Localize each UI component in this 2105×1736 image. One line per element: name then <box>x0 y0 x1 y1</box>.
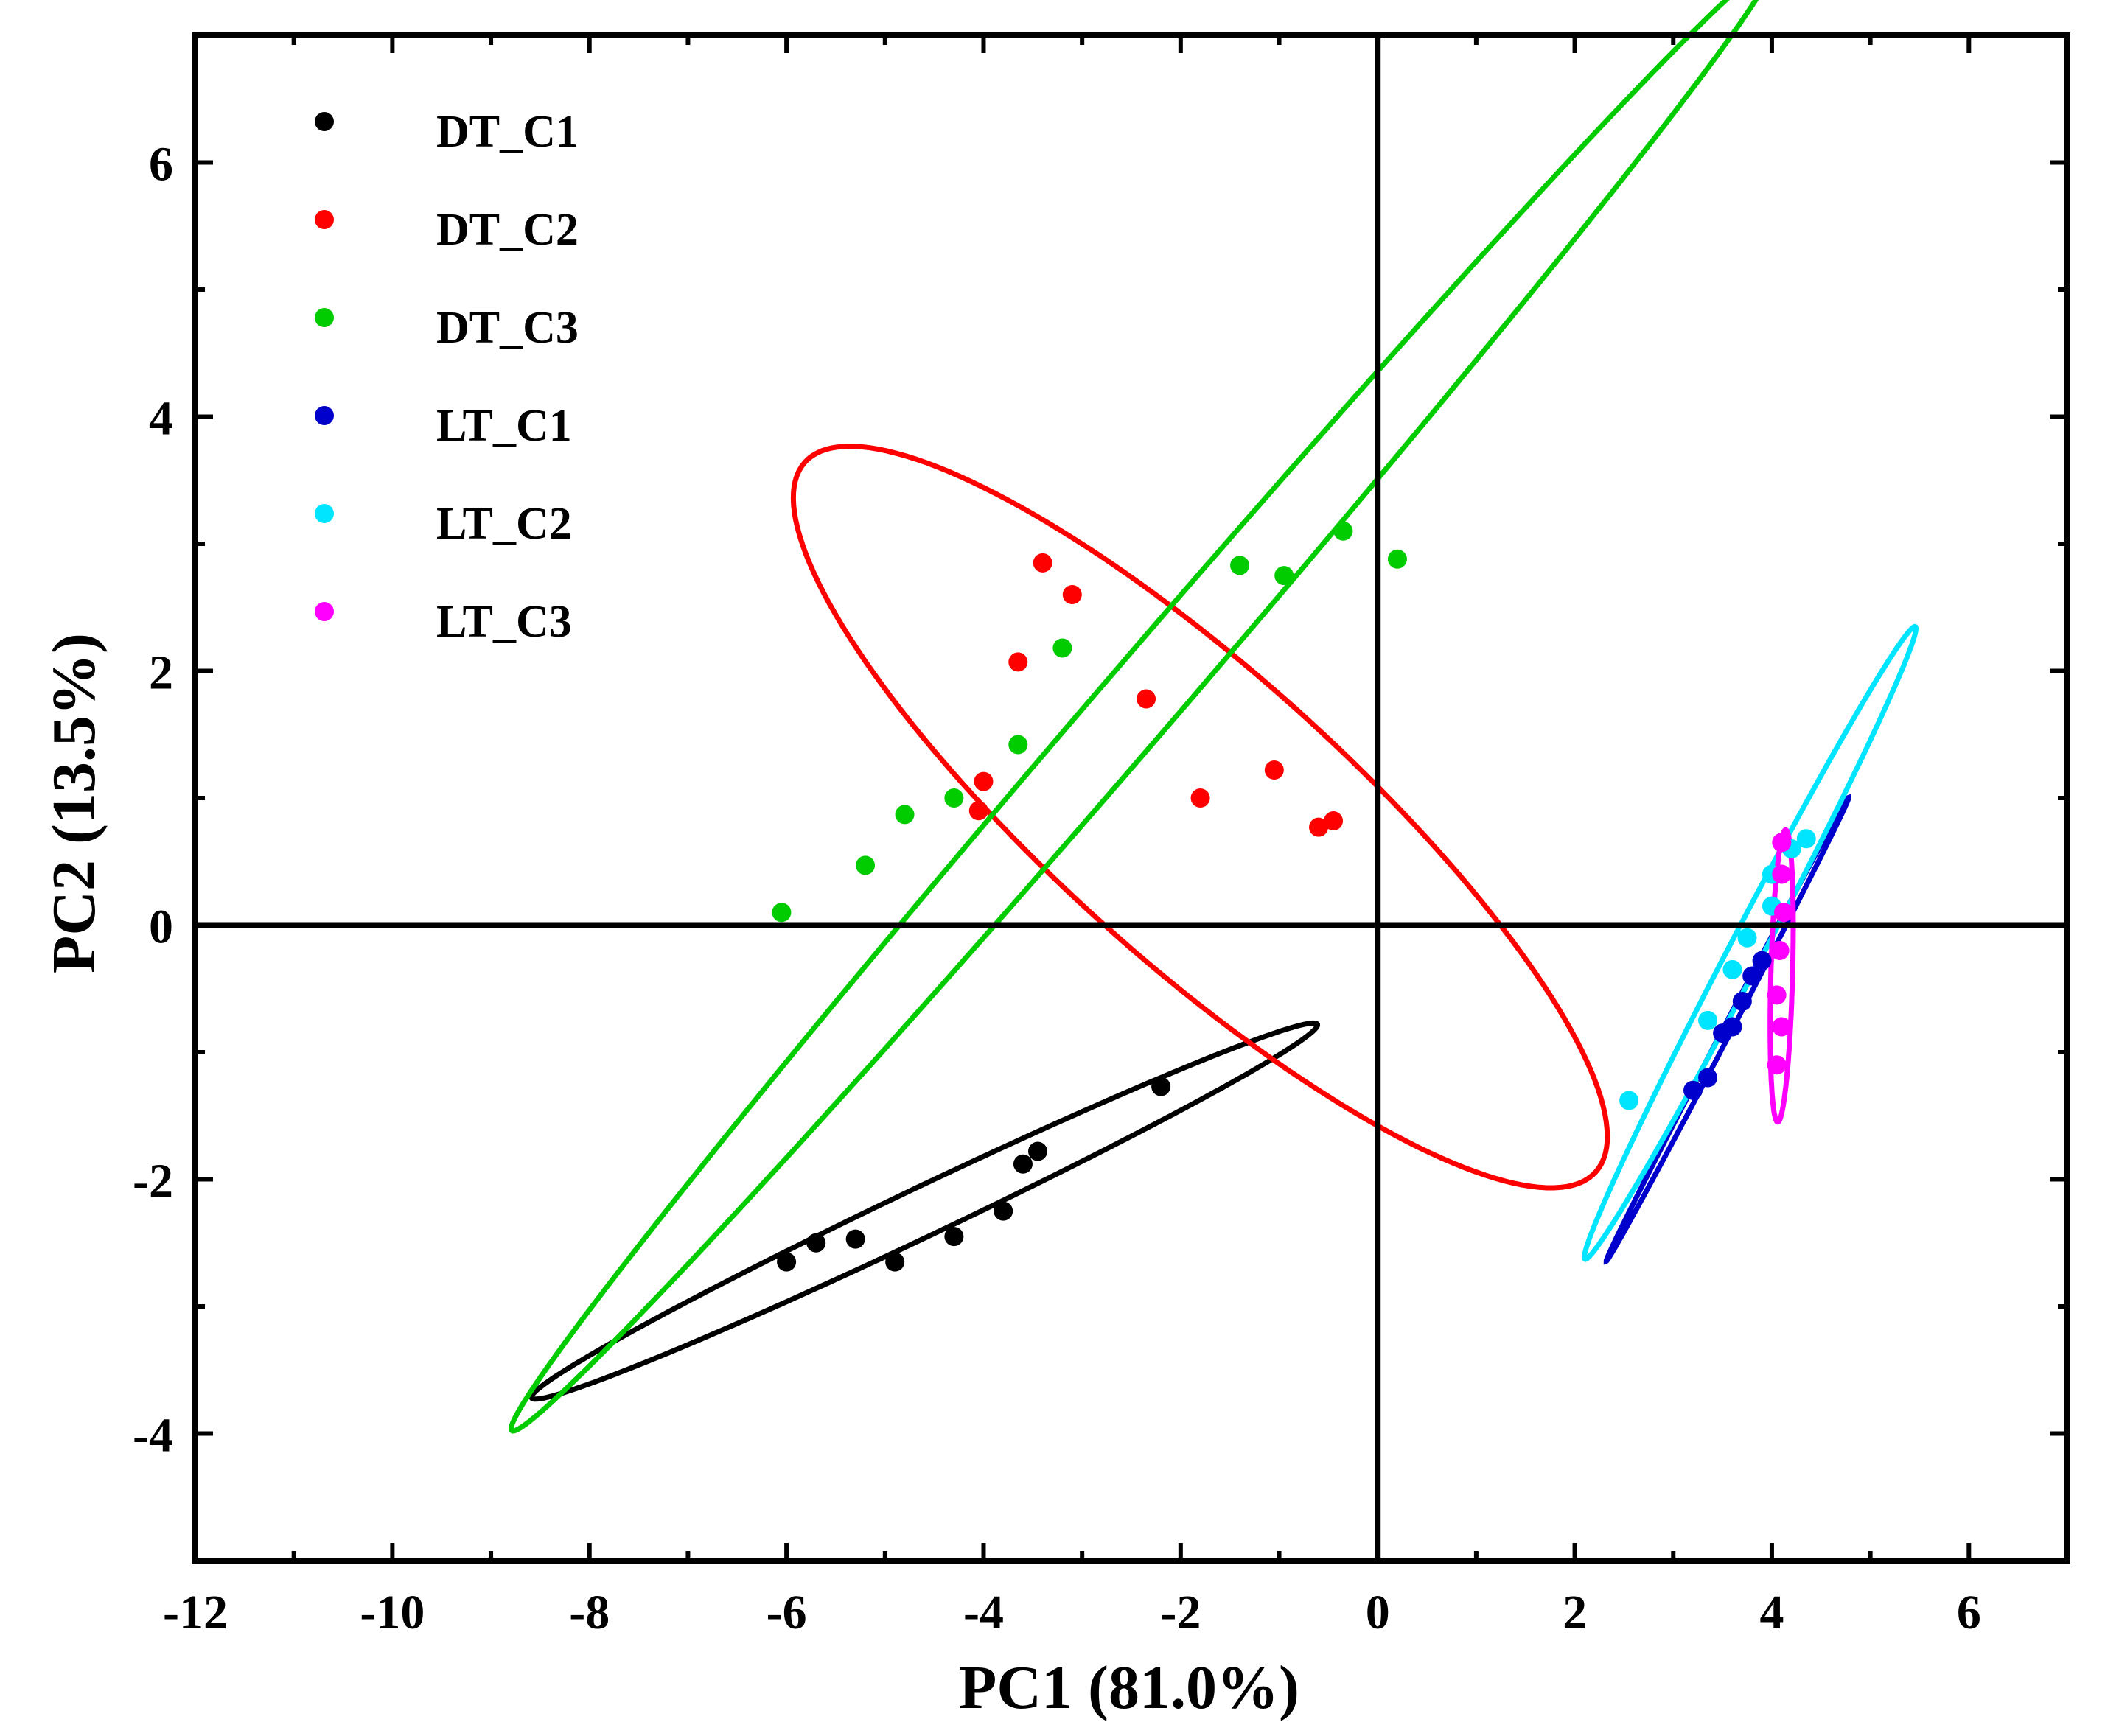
x-axis-title: PC1 (81.0%) <box>959 1653 1299 1722</box>
y-axis-title: PC2 (13.5%) <box>40 633 108 973</box>
x-tick-label: 4 <box>1759 1586 1784 1639</box>
point-dt-c2-7 <box>1190 788 1210 808</box>
point-lt-c3-2 <box>1772 864 1792 884</box>
y-tick-label: 6 <box>149 138 173 192</box>
legend-label-lt-c1: LT_C1 <box>436 401 572 451</box>
point-dt-c2-8 <box>1264 760 1284 780</box>
point-dt-c1-9 <box>1151 1077 1171 1096</box>
point-lt-c2-4 <box>1737 928 1757 948</box>
ellipse-dt-c2 <box>790 444 1610 1191</box>
legend-marker-lt-c3 <box>315 602 334 621</box>
x-tick-label: -10 <box>360 1586 425 1639</box>
point-lt-c2-3 <box>1722 959 1742 979</box>
y-axis: -4 -2 0 2 4 6 <box>133 33 2067 1563</box>
legend-label-lt-c3: LT_C3 <box>436 597 572 647</box>
point-dt-c1-5 <box>944 1227 964 1247</box>
point-lt-c2-2 <box>1698 1010 1718 1030</box>
point-dt-c1-3 <box>845 1229 865 1249</box>
point-dt-c3-1 <box>772 903 792 923</box>
point-dt-c1-6 <box>994 1201 1013 1221</box>
point-dt-c3-2 <box>856 855 876 875</box>
x-tick-label: 2 <box>1563 1586 1587 1639</box>
x-tick-label: -8 <box>569 1586 610 1639</box>
confidence-ellipses <box>508 0 1919 1434</box>
legend-label-lt-c2: LT_C2 <box>436 499 572 549</box>
legend-marker-dt-c2 <box>315 210 334 229</box>
point-lt-c1-4 <box>1722 1017 1742 1037</box>
point-dt-c3-6 <box>1052 638 1072 658</box>
point-dt-c1-4 <box>885 1252 905 1272</box>
point-dt-c1-1 <box>777 1252 797 1272</box>
x-tick-label: -2 <box>1160 1586 1201 1639</box>
legend-marker-dt-c3 <box>315 308 334 327</box>
legend-marker-dt-c1 <box>315 112 334 131</box>
legend-label-dt-c3: DT_C3 <box>436 303 579 353</box>
y-tick-label: 0 <box>149 900 173 954</box>
point-dt-c2-1 <box>1033 553 1052 573</box>
point-lt-c3-6 <box>1772 1017 1792 1037</box>
ellipse-dt-c1 <box>528 1020 1320 1402</box>
legend: DT_C1 DT_C2 DT_C3 LT_C1 LT_C2 LT_C3 <box>315 107 579 647</box>
x-axis: -12 -10 -8 -6 -4 -2 0 2 4 6 <box>163 35 2070 1639</box>
point-dt-c1-8 <box>1028 1141 1047 1161</box>
point-lt-c2-8 <box>1796 829 1816 849</box>
ellipse-dt-c3 <box>508 0 1759 1434</box>
point-dt-c2-3 <box>1008 652 1028 672</box>
point-lt-c1-2 <box>1698 1068 1718 1088</box>
point-dt-c3-8 <box>1274 566 1294 586</box>
legend-label-dt-c1: DT_C1 <box>436 107 579 157</box>
point-lt-c3-1 <box>1772 833 1792 853</box>
point-dt-c3-5 <box>1008 735 1028 755</box>
point-lt-c3-5 <box>1767 985 1787 1005</box>
point-dt-c2-9 <box>1309 817 1328 837</box>
x-tick-label: -12 <box>163 1586 228 1639</box>
legend-label-dt-c2: DT_C2 <box>436 205 579 255</box>
zero-lines <box>195 35 2067 1561</box>
point-lt-c3-7 <box>1767 1055 1787 1075</box>
point-dt-c2-2 <box>1062 585 1082 604</box>
point-dt-c2-10 <box>1324 811 1344 831</box>
y-tick-label: 4 <box>149 392 173 446</box>
data-points <box>772 521 1816 1272</box>
y-tick-label: -4 <box>133 1409 173 1463</box>
point-lt-c2-1 <box>1619 1091 1639 1110</box>
point-lt-c3-4 <box>1770 941 1790 960</box>
point-dt-c3-7 <box>1230 556 1250 575</box>
legend-marker-lt-c1 <box>315 406 334 425</box>
point-lt-c1-7 <box>1752 951 1772 970</box>
point-dt-c1-2 <box>806 1233 826 1253</box>
point-dt-c3-9 <box>1333 521 1353 541</box>
point-lt-c1-6 <box>1742 966 1762 986</box>
x-tick-label: -6 <box>767 1586 807 1639</box>
point-lt-c3-3 <box>1773 903 1793 923</box>
point-lt-c1-1 <box>1683 1080 1703 1100</box>
x-tick-label: -4 <box>963 1586 1004 1639</box>
x-tick-label: 0 <box>1366 1586 1390 1639</box>
point-lt-c1-5 <box>1732 992 1752 1011</box>
y-tick-label: -2 <box>133 1155 173 1208</box>
point-dt-c2-4 <box>1137 689 1156 709</box>
ellipse-lt-c2 <box>1582 623 1919 1262</box>
legend-marker-lt-c2 <box>315 504 334 523</box>
point-dt-c3-10 <box>1387 549 1407 569</box>
plot-frame <box>192 32 2070 1564</box>
point-dt-c2-6 <box>968 801 988 821</box>
point-dt-c3-4 <box>944 788 964 808</box>
x-tick-label: 6 <box>1957 1586 1981 1639</box>
y-tick-label: 2 <box>149 646 173 700</box>
point-dt-c3-3 <box>895 805 915 825</box>
plot-border <box>192 32 2070 1564</box>
point-dt-c1-7 <box>1013 1154 1033 1174</box>
point-dt-c2-5 <box>974 771 994 791</box>
